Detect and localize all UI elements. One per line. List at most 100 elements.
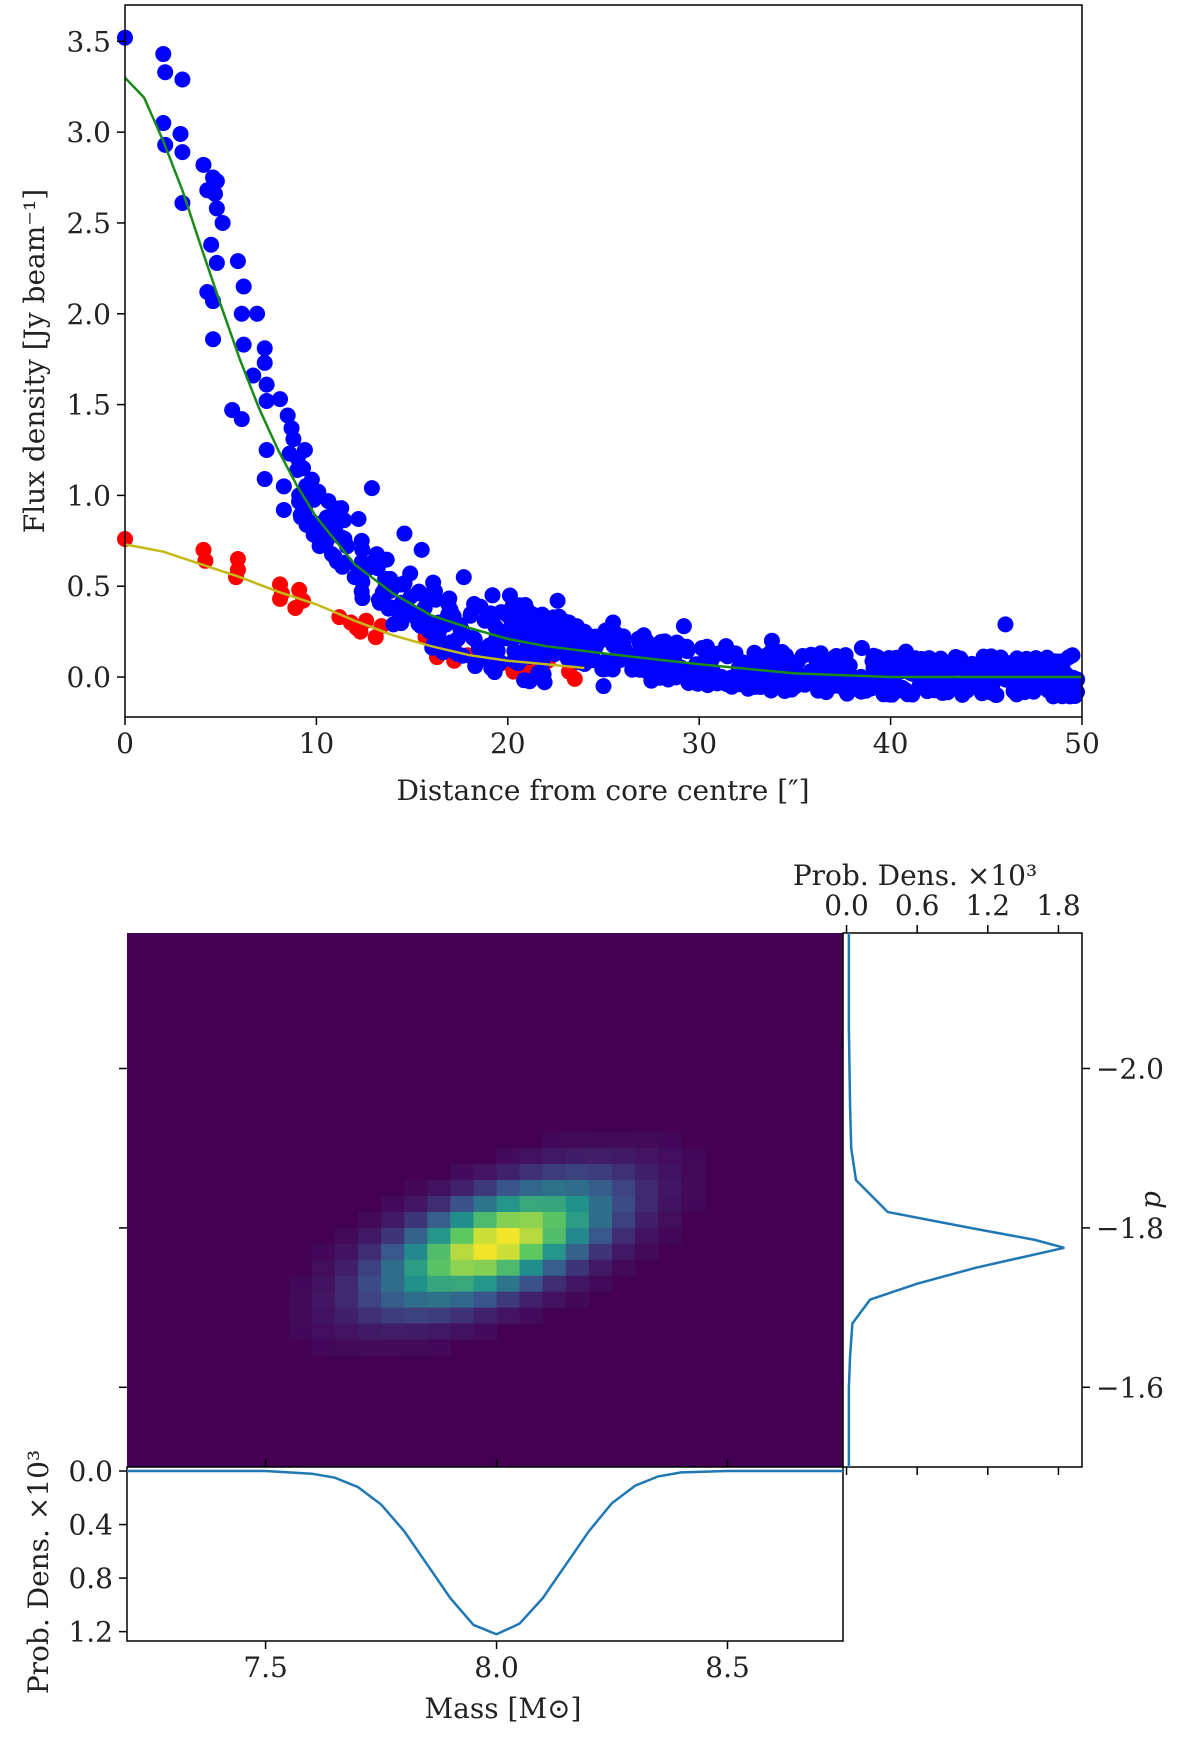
heatmap-cell-86 [496,1212,521,1229]
blue-tail-point-506 [1005,683,1022,700]
blue-mid-point-152 [448,645,465,662]
heatmap-cells [288,1132,705,1356]
heatmap-cell-122 [565,1243,590,1261]
blue-data-points-23 [249,305,266,322]
flux-plot-frame [124,4,1083,718]
blue-tail-point-413 [1067,687,1084,704]
blue-mid-point-71 [354,590,371,607]
mass-x-tick-label-0: 7.5 [243,1651,288,1684]
blue-tail-point-423 [899,686,916,703]
heatmap-cell-120 [565,1212,590,1229]
heatmap-cell-113 [542,1275,567,1293]
heatmap-cell-98 [519,1227,544,1245]
heatmap-cell-0 [288,1275,313,1293]
heatmap-cell-43 [404,1259,428,1277]
heatmap-cell-71 [473,1164,498,1181]
heatmap-cell-63 [450,1212,475,1229]
blue-data-points-29 [258,376,275,393]
heatmap-cell-26 [358,1323,382,1340]
blue-tail-point-514 [831,677,848,694]
blue-tail-point-322 [746,644,763,661]
heatmap-cell-161 [681,1164,705,1181]
flux-y-tick-label-6: 3.0 [66,116,111,149]
heatmap-cell-85 [496,1196,521,1213]
blue-data-points-55 [413,541,430,558]
p-tick-label-1: −1.8 [1096,1212,1164,1245]
mass-marginal-plot: 7.5 8.0 8.5 0.0 0.4 0.8 1.2 Mass [M⊙] Prob. De… [22,1450,844,1725]
heatmap-cell-48 [404,1339,428,1356]
blue-mid-point-70 [466,631,483,648]
blue-mid-point-90 [354,573,371,590]
blue-data-points-19 [235,278,252,295]
heatmap-cell-59 [427,1339,451,1356]
heatmap-cell-156 [658,1180,682,1197]
heatmap-cell-99 [519,1243,544,1261]
blue-mid-point-74 [378,551,395,568]
heatmap-cell-146 [635,1148,659,1165]
heatmap-cell-34 [381,1291,405,1309]
blue-tail-point-512 [881,686,898,703]
blue-mid-point-158 [536,674,553,691]
blue-data-points-32 [279,407,296,424]
blue-data-points-17 [208,254,225,271]
heatmap-cell-92 [496,1307,521,1325]
heatmap-cell-55 [427,1275,451,1293]
heatmap-cell-79 [473,1291,498,1309]
blue-data-points-3 [174,71,191,88]
heatmap-cell-97 [519,1212,544,1229]
blue-tail-point-387 [643,664,660,681]
heatmap-cell-28 [381,1196,405,1213]
blue-tail-point-505 [604,661,621,678]
blue-tail-point-491 [679,673,696,690]
heatmap-cell-132 [588,1227,613,1245]
heatmap-cell-9 [311,1323,336,1340]
heatmap-cell-82 [496,1148,521,1165]
heatmap-cell-124 [565,1275,590,1293]
heatmap-cell-114 [542,1291,567,1309]
blue-tail-point-463 [511,597,528,614]
heatmap-cell-149 [635,1196,659,1213]
blue-tail-point-495 [838,655,855,672]
flux-data-points [117,29,1086,705]
heatmap-cell-159 [658,1227,682,1245]
heatmap-cell-73 [473,1196,498,1213]
heatmap-cell-29 [381,1212,405,1229]
heatmap-cell-33 [381,1275,405,1293]
flux-x-tick-label-4: 40 [873,727,909,760]
blue-data-points-25 [235,336,252,353]
heatmap-cell-138 [612,1164,636,1181]
blue-data-points-87 [997,616,1014,633]
blue-data-points-54 [396,525,413,542]
heatmap-cell-15 [334,1291,359,1309]
blue-tail-point-458 [656,640,673,657]
mass-x-tick-label-1: 8.0 [474,1651,519,1684]
heatmap-cell-6 [311,1275,336,1293]
p-marginal-frame [842,932,1083,1468]
heatmap-cell-60 [450,1164,475,1181]
p-tick-label-2: −1.6 [1096,1371,1164,1404]
heatmap-cell-17 [334,1323,359,1340]
green-fit-line [124,76,1082,679]
heatmap-cell-42 [404,1243,428,1261]
blue-tail-point-475 [1036,657,1053,674]
red-data-points-34 [566,670,583,687]
blue-mid-point-122 [536,616,553,633]
heatmap-cell-41 [404,1227,428,1245]
blue-mid-point-157 [385,616,402,633]
heatmap-cell-39 [404,1196,428,1213]
blue-mid-point-117 [358,561,375,578]
heatmap-cell-102 [519,1291,544,1309]
blue-data-points-30 [258,392,275,409]
blue-data-points-60 [455,569,472,586]
blue-tail-point-510 [575,648,592,665]
blue-tail-point-473 [955,676,972,693]
heatmap-cell-112 [542,1259,567,1277]
flux-y-tick-label-4: 2.0 [66,298,111,331]
blue-tail-point-447 [709,675,726,692]
blue-tail-point-454 [970,678,987,695]
heatmap-cell-53 [427,1243,451,1261]
blue-mid-point-151 [333,529,350,546]
flux-y-tick-label-1: 0.5 [66,570,111,603]
heatmap-cell-50 [427,1196,451,1213]
heatmap-cell-121 [565,1227,590,1245]
